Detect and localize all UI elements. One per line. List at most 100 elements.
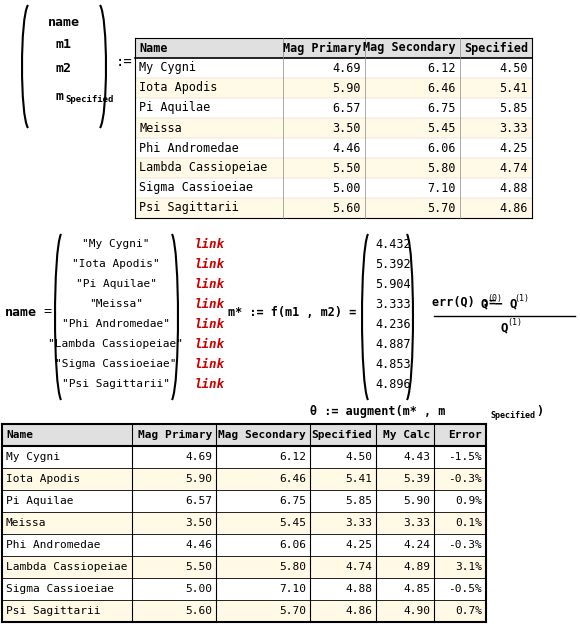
Text: link: link	[195, 297, 225, 310]
Text: 6.12: 6.12	[279, 452, 306, 462]
Text: 5.50: 5.50	[332, 162, 361, 174]
Text: "Pi Aquilae": "Pi Aquilae"	[75, 279, 157, 289]
FancyBboxPatch shape	[135, 138, 532, 158]
FancyBboxPatch shape	[135, 98, 532, 118]
Text: 4.25: 4.25	[345, 540, 372, 550]
Text: 4.46: 4.46	[332, 142, 361, 154]
Text: 0.7%: 0.7%	[455, 606, 482, 616]
Text: 6.57: 6.57	[332, 102, 361, 115]
Text: Mag Primary: Mag Primary	[282, 41, 361, 55]
Text: 4.25: 4.25	[499, 142, 528, 154]
Text: 3.333: 3.333	[375, 297, 411, 310]
FancyBboxPatch shape	[135, 198, 532, 218]
Text: 4.88: 4.88	[345, 584, 372, 594]
Text: 6.46: 6.46	[427, 82, 456, 95]
Text: 4.50: 4.50	[499, 61, 528, 75]
Text: 5.80: 5.80	[279, 562, 306, 572]
Text: 4.74: 4.74	[345, 562, 372, 572]
Text: 5.85: 5.85	[499, 102, 528, 115]
Text: 5.00: 5.00	[185, 584, 212, 594]
Text: Q: Q	[481, 297, 488, 310]
Text: 5.45: 5.45	[427, 122, 456, 135]
Text: ): )	[536, 406, 543, 418]
Text: Iota Apodis: Iota Apodis	[6, 474, 80, 484]
Text: Specified: Specified	[311, 430, 372, 440]
Text: 4.236: 4.236	[375, 317, 411, 330]
Text: My Calc: My Calc	[383, 430, 430, 440]
Text: (1): (1)	[514, 293, 529, 302]
Text: 4.46: 4.46	[185, 540, 212, 550]
Text: 5.85: 5.85	[345, 496, 372, 506]
FancyBboxPatch shape	[135, 118, 532, 138]
Text: 5.90: 5.90	[185, 474, 212, 484]
Text: Sigma Cassioeiae: Sigma Cassioeiae	[6, 584, 114, 594]
Text: "Sigma Cassioeiae": "Sigma Cassioeiae"	[55, 359, 177, 369]
Text: Phi Andromedae: Phi Andromedae	[139, 142, 239, 154]
Text: link: link	[195, 278, 225, 290]
Text: Specified: Specified	[464, 41, 528, 55]
Text: My Cygni: My Cygni	[6, 452, 60, 462]
Text: 5.392: 5.392	[375, 258, 411, 270]
Text: 4.50: 4.50	[345, 452, 372, 462]
Text: 7.10: 7.10	[279, 584, 306, 594]
Text: Meissa: Meissa	[6, 518, 46, 528]
Text: 4.853: 4.853	[375, 357, 411, 371]
Text: Lambda Cassiopeiae: Lambda Cassiopeiae	[6, 562, 128, 572]
Text: Psi Sagittarii: Psi Sagittarii	[6, 606, 100, 616]
Text: 4.69: 4.69	[332, 61, 361, 75]
Text: -1.5%: -1.5%	[448, 452, 482, 462]
Text: 3.33: 3.33	[499, 122, 528, 135]
Text: name: name	[5, 305, 37, 319]
Text: 5.70: 5.70	[427, 201, 456, 214]
Text: 3.33: 3.33	[345, 518, 372, 528]
FancyBboxPatch shape	[135, 178, 532, 198]
Text: link: link	[195, 258, 225, 270]
Text: 4.89: 4.89	[403, 562, 430, 572]
Text: 4.432: 4.432	[375, 238, 411, 251]
Text: Lambda Cassiopeiae: Lambda Cassiopeiae	[139, 162, 267, 174]
Text: "Lambda Cassiopeiae": "Lambda Cassiopeiae"	[49, 339, 183, 349]
Text: Mag Secondary: Mag Secondary	[218, 430, 306, 440]
Text: 0.1%: 0.1%	[455, 518, 482, 528]
Text: 3.50: 3.50	[332, 122, 361, 135]
Text: =: =	[43, 305, 51, 319]
Text: 3.50: 3.50	[185, 518, 212, 528]
Text: -0.5%: -0.5%	[448, 584, 482, 594]
Text: Mag Secondary: Mag Secondary	[364, 41, 456, 55]
Text: 6.06: 6.06	[427, 142, 456, 154]
Text: 5.90: 5.90	[403, 496, 430, 506]
Text: Name: Name	[6, 430, 33, 440]
Text: 7.10: 7.10	[427, 181, 456, 194]
Text: 5.00: 5.00	[332, 181, 361, 194]
Text: 5.50: 5.50	[185, 562, 212, 572]
Text: 6.75: 6.75	[279, 496, 306, 506]
Text: 4.887: 4.887	[375, 337, 411, 350]
Text: Error: Error	[448, 430, 482, 440]
Text: 5.39: 5.39	[403, 474, 430, 484]
Text: 3.1%: 3.1%	[455, 562, 482, 572]
FancyBboxPatch shape	[2, 424, 486, 446]
Text: Mag Primary: Mag Primary	[138, 430, 212, 440]
FancyBboxPatch shape	[135, 38, 532, 58]
Text: Pi Aquilae: Pi Aquilae	[6, 496, 74, 506]
FancyBboxPatch shape	[2, 556, 486, 578]
FancyBboxPatch shape	[2, 578, 486, 600]
Text: Phi Andromedae: Phi Andromedae	[6, 540, 100, 550]
FancyBboxPatch shape	[135, 78, 532, 98]
Text: − Q: − Q	[495, 297, 518, 310]
Text: 0.9%: 0.9%	[455, 496, 482, 506]
Text: Q: Q	[501, 322, 508, 334]
Text: My Cygni: My Cygni	[139, 61, 196, 75]
Text: "Psi Sagittarii": "Psi Sagittarii"	[62, 379, 170, 389]
Text: Pi Aquilae: Pi Aquilae	[139, 102, 210, 115]
Text: 4.43: 4.43	[403, 452, 430, 462]
Text: name: name	[48, 16, 80, 28]
Text: m: m	[55, 90, 63, 102]
Text: 4.69: 4.69	[185, 452, 212, 462]
Text: -0.3%: -0.3%	[448, 540, 482, 550]
Text: "Meissa": "Meissa"	[89, 299, 143, 309]
Text: (0): (0)	[487, 293, 502, 302]
Text: 4.86: 4.86	[499, 201, 528, 214]
Text: 4.85: 4.85	[403, 584, 430, 594]
Text: "Iota Apodis": "Iota Apodis"	[72, 259, 160, 269]
